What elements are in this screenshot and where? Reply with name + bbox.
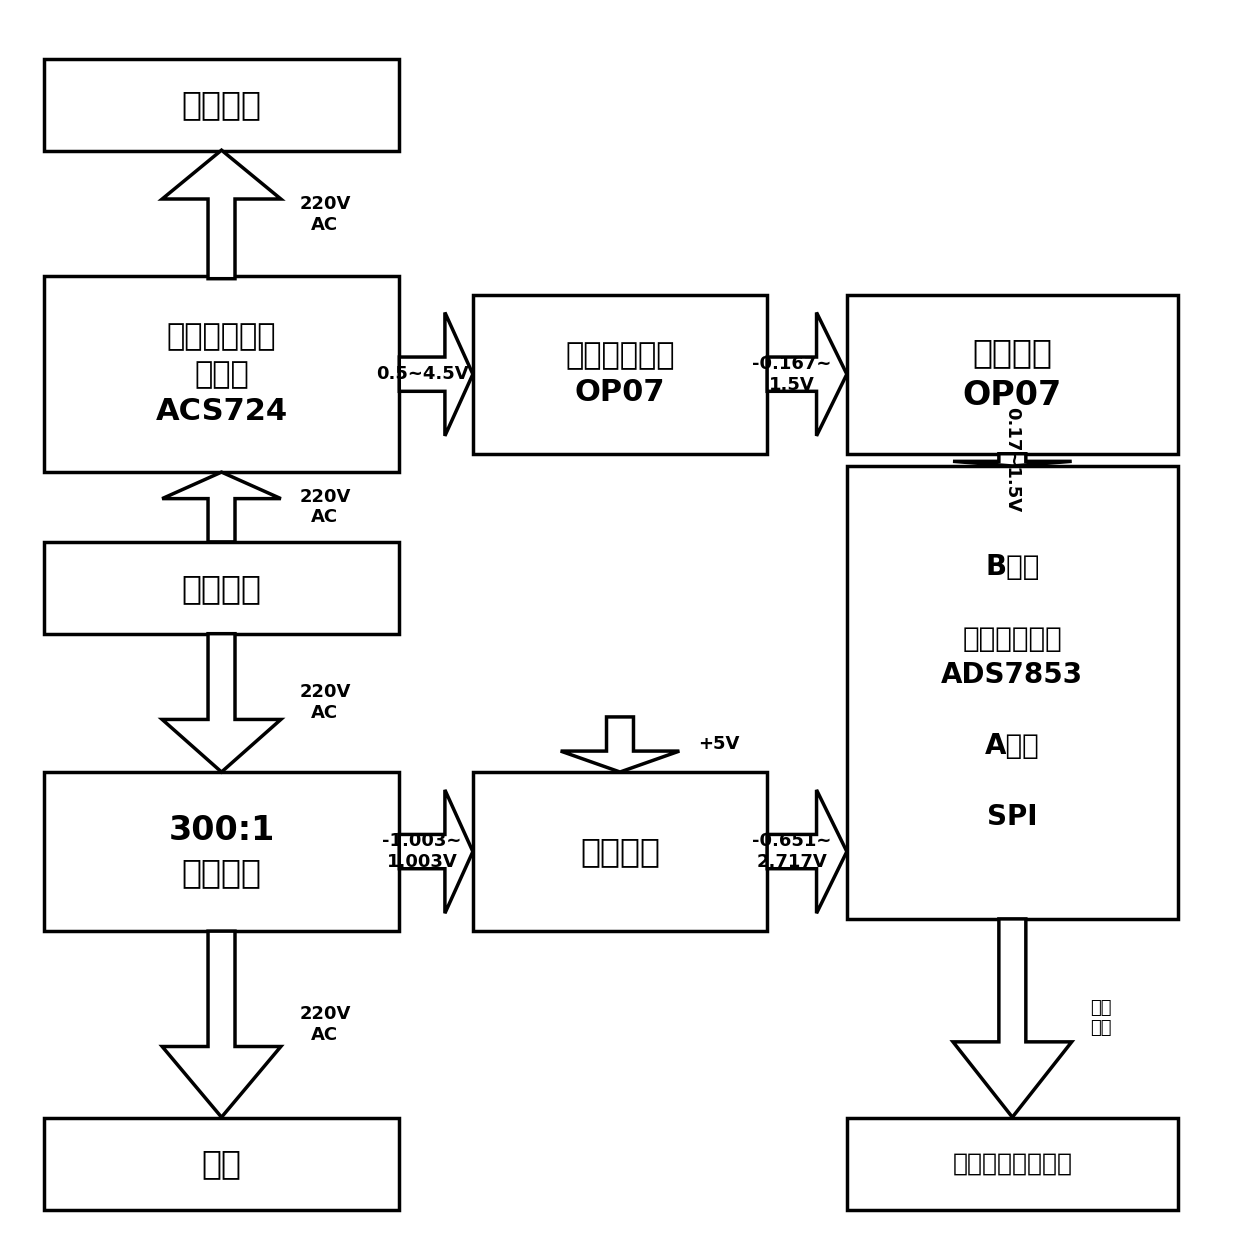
Text: 220V
AC: 220V AC <box>299 488 351 526</box>
Text: 220V
AC: 220V AC <box>299 683 351 722</box>
Text: 反相跟随
OP07: 反相跟随 OP07 <box>962 337 1061 412</box>
FancyBboxPatch shape <box>472 773 768 931</box>
Text: 0.5~4.5V: 0.5~4.5V <box>376 365 469 384</box>
Text: 反相比例缩小
OP07: 反相比例缩小 OP07 <box>565 342 675 407</box>
Polygon shape <box>162 150 280 279</box>
Polygon shape <box>768 312 847 436</box>
FancyBboxPatch shape <box>847 465 1178 919</box>
Text: 220V
AC: 220V AC <box>299 1005 351 1044</box>
Text: 火线出口: 火线出口 <box>181 88 262 121</box>
FancyBboxPatch shape <box>847 295 1178 454</box>
FancyBboxPatch shape <box>43 59 399 151</box>
Text: 智能插座微控制器: 智能插座微控制器 <box>952 1151 1073 1176</box>
Text: 300:1
分压电路: 300:1 分压电路 <box>169 815 274 889</box>
Text: B通道

模数转换芯片
ADS7853

A通道

SPI: B通道 模数转换芯片 ADS7853 A通道 SPI <box>941 553 1084 832</box>
Polygon shape <box>768 790 847 914</box>
Text: -0.167~
1.5V: -0.167~ 1.5V <box>753 355 832 394</box>
Polygon shape <box>399 312 472 436</box>
Text: 数据
输出: 数据 输出 <box>1090 999 1111 1037</box>
Text: 火线入口: 火线入口 <box>181 572 262 605</box>
Text: 0.17~1.5V: 0.17~1.5V <box>1003 407 1022 513</box>
Polygon shape <box>162 634 280 773</box>
Polygon shape <box>399 790 472 914</box>
FancyBboxPatch shape <box>43 1118 399 1210</box>
Polygon shape <box>162 472 280 542</box>
Text: 偏置电路: 偏置电路 <box>580 836 660 868</box>
Polygon shape <box>560 717 680 773</box>
Polygon shape <box>162 931 280 1117</box>
Text: -0.651~
2.717V: -0.651~ 2.717V <box>753 832 832 872</box>
Text: -1.003~
1.003V: -1.003~ 1.003V <box>382 832 461 872</box>
Text: 零线: 零线 <box>202 1148 242 1180</box>
FancyBboxPatch shape <box>847 1118 1178 1210</box>
Text: 霍尔效应电流
传感器
ACS724: 霍尔效应电流 传感器 ACS724 <box>155 323 288 426</box>
Text: 220V
AC: 220V AC <box>299 196 351 234</box>
FancyBboxPatch shape <box>43 773 399 931</box>
Polygon shape <box>954 919 1071 1117</box>
Polygon shape <box>954 454 1071 465</box>
FancyBboxPatch shape <box>43 542 399 634</box>
FancyBboxPatch shape <box>43 276 399 472</box>
FancyBboxPatch shape <box>472 295 768 454</box>
Text: +5V: +5V <box>698 735 739 754</box>
